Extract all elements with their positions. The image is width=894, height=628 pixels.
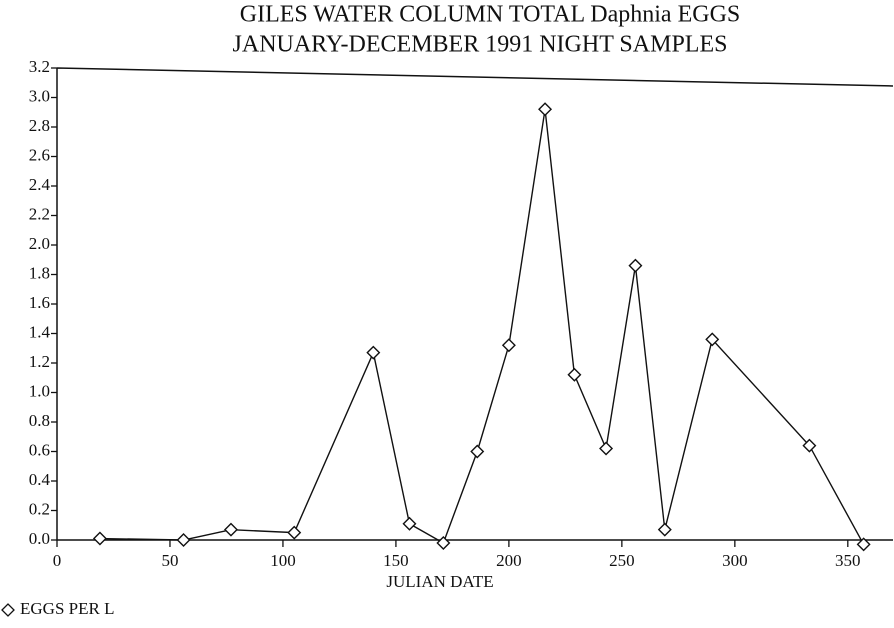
chart-subtitle: JANUARY-DECEMBER 1991 NIGHT SAMPLES bbox=[233, 32, 728, 58]
y-tick-label: 0.0 bbox=[29, 529, 50, 548]
chart-title: GILES WATER COLUMN TOTAL Daphnia EGGS bbox=[240, 2, 741, 28]
data-point bbox=[436, 535, 451, 550]
data-point bbox=[657, 522, 672, 537]
x-axis-label: JULIAN DATE bbox=[386, 572, 493, 591]
data-point bbox=[628, 258, 643, 273]
data-point bbox=[287, 525, 302, 540]
y-tick-label: 0.8 bbox=[29, 411, 50, 430]
y-tick-label: 0.4 bbox=[29, 470, 51, 489]
y-tick-label: 1.6 bbox=[29, 293, 50, 312]
legend-marker bbox=[1, 603, 15, 617]
data-point bbox=[567, 367, 582, 382]
x-tick-label: 300 bbox=[722, 551, 748, 570]
data-point bbox=[538, 102, 553, 117]
x-tick-label: 350 bbox=[835, 551, 861, 570]
data-point bbox=[366, 345, 381, 360]
y-tick-label: 2.6 bbox=[29, 145, 50, 164]
y-tick-label: 2.2 bbox=[29, 204, 50, 223]
data-point bbox=[705, 332, 720, 347]
y-tick-label: 1.2 bbox=[29, 352, 50, 371]
axes bbox=[56, 67, 894, 541]
legend-label: EGGS PER L bbox=[20, 599, 114, 618]
data-point bbox=[176, 533, 191, 547]
data-point bbox=[223, 522, 238, 537]
y-tick-label: 0.6 bbox=[29, 440, 50, 459]
data-point bbox=[501, 338, 516, 353]
x-tick-label: 50 bbox=[161, 551, 178, 570]
x-tick-label: 200 bbox=[496, 551, 522, 570]
data-point bbox=[599, 441, 614, 456]
series-line bbox=[99, 109, 865, 545]
data-point bbox=[92, 531, 107, 546]
y-tick-label: 1.8 bbox=[29, 263, 50, 282]
data-point bbox=[470, 444, 485, 459]
data-point bbox=[802, 438, 817, 453]
y-tick-label: 1.4 bbox=[29, 322, 51, 341]
y-tick-label: 3.0 bbox=[29, 86, 50, 105]
data-point bbox=[402, 516, 417, 531]
x-tick-label: 100 bbox=[270, 551, 296, 570]
y-tick-label: 0.2 bbox=[29, 499, 50, 518]
y-tick-label: 2.4 bbox=[29, 175, 51, 194]
data-point bbox=[856, 537, 871, 552]
y-tick-label: 1.0 bbox=[29, 381, 50, 400]
x-tick-label: 250 bbox=[609, 551, 635, 570]
y-tick-label: 2.8 bbox=[29, 116, 50, 135]
y-tick-label: 3.2 bbox=[29, 57, 50, 76]
x-tick-label: 150 bbox=[383, 551, 409, 570]
y-tick-label: 2.0 bbox=[29, 234, 50, 253]
legend: EGGS PER L bbox=[1, 599, 114, 618]
x-tick-label: 0 bbox=[53, 551, 62, 570]
